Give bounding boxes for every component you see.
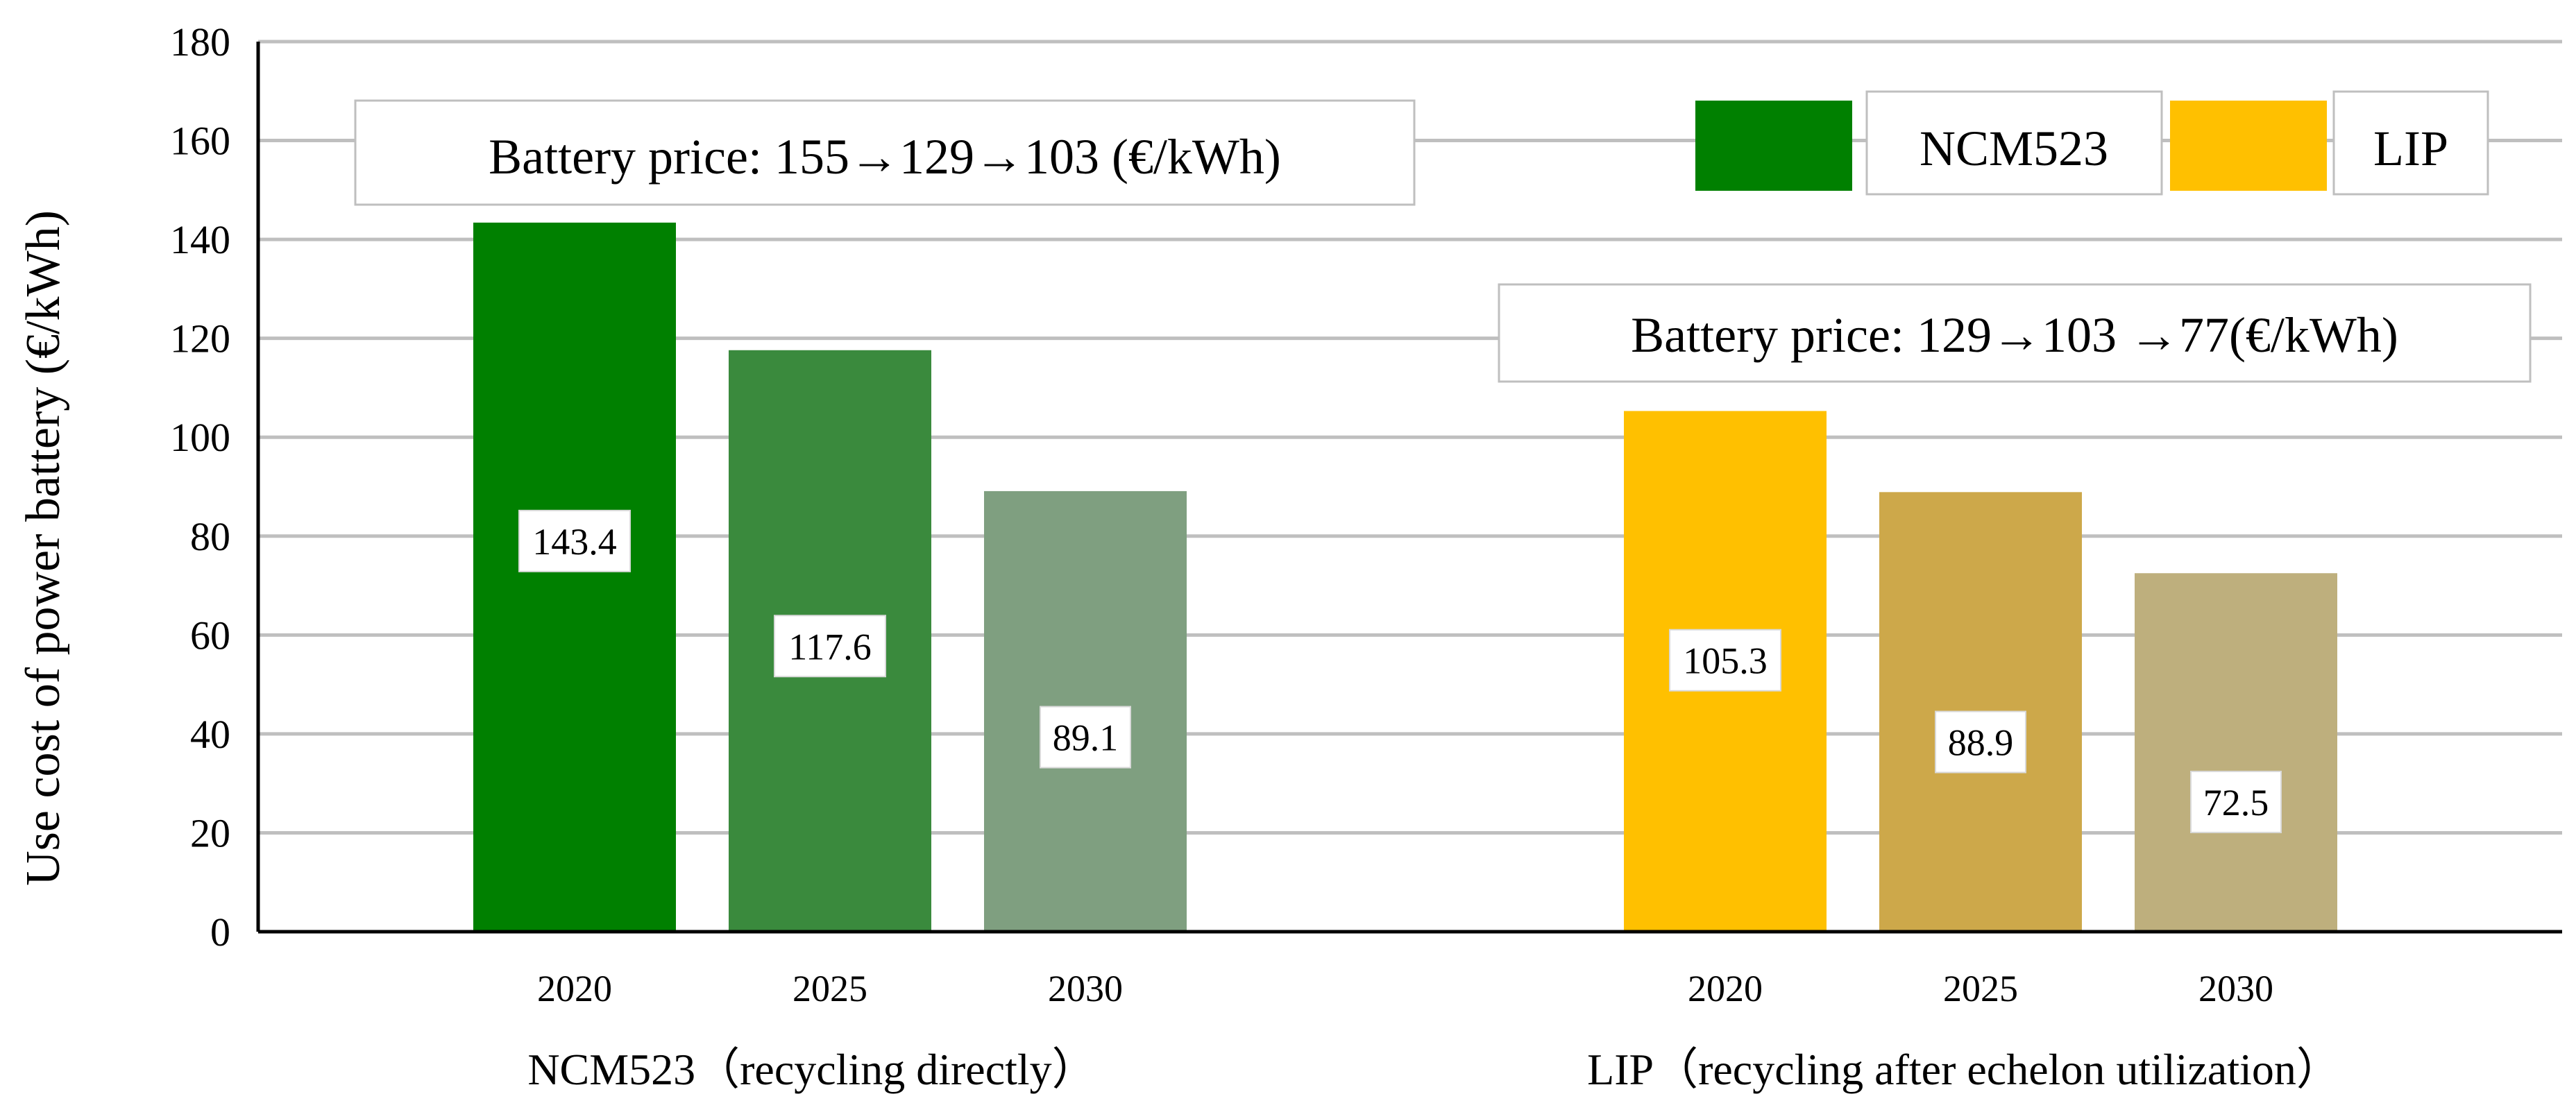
- x-tick-label: 2020: [1688, 968, 1763, 1009]
- data-label: 143.4: [532, 521, 617, 563]
- group-label-ncm523: NCM523（recycling directly）: [527, 1045, 1096, 1094]
- annotation-box: [1498, 283, 2532, 383]
- data-label-box: [2190, 770, 2282, 833]
- annotation-box: [354, 99, 1416, 206]
- legend-label-box: [2332, 90, 2489, 196]
- legend-label-box: [1865, 90, 2163, 196]
- y-tick-label: 160: [170, 119, 230, 164]
- y-tick-label: 40: [190, 712, 230, 757]
- y-tick-label: 20: [190, 810, 230, 855]
- x-tick-label: 2025: [1943, 968, 2018, 1009]
- data-labels: 143.4 117.6 89.1 105.3 88.9 72.5: [518, 509, 2282, 833]
- y-tick-label: 100: [170, 415, 230, 460]
- y-tick-label: 140: [170, 217, 230, 262]
- legend-swatch-ncm523: [1695, 101, 1852, 191]
- data-label: 88.9: [1948, 722, 2014, 764]
- y-axis-title: Use cost of power battery (€/kWh): [17, 210, 70, 886]
- y-tick-label: 120: [170, 316, 230, 361]
- data-label-box: [1935, 710, 2026, 774]
- data-label-box: [518, 509, 631, 572]
- y-tick-label: 80: [190, 514, 230, 559]
- x-tick-label: 2030: [1048, 968, 1123, 1009]
- data-label-box: [1669, 629, 1781, 692]
- data-label-box: [774, 615, 886, 678]
- legend-label-lip: LIP: [2373, 121, 2448, 176]
- data-label: 117.6: [788, 626, 872, 667]
- annotation-text: Battery price: 155→129→103 (€/kWh): [489, 129, 1281, 185]
- annotation-lip: Battery price: 129→103 →77(€/kWh): [1498, 283, 2532, 383]
- data-label: 72.5: [2203, 782, 2269, 823]
- data-label: 89.1: [1053, 717, 1119, 759]
- annotation-ncm523: Battery price: 155→129→103 (€/kWh): [354, 99, 1416, 206]
- y-tick-label: 60: [190, 613, 230, 658]
- group-labels: NCM523（recycling directly） LIP（recycling…: [527, 1045, 2341, 1094]
- y-tick-labels: 0 20 40 60 80 100 120 140 160 180: [170, 19, 230, 955]
- group-label-lip: LIP（recycling after echelon utilization）: [1587, 1045, 2341, 1094]
- legend-swatch-lip: [2170, 101, 2327, 191]
- x-tick-label: 2030: [2198, 968, 2273, 1009]
- x-tick-labels: 2020 2025 2030 2020 2025 2030: [537, 968, 2273, 1009]
- legend: NCM523 LIP: [1695, 90, 2489, 196]
- y-tick-label: 180: [170, 19, 230, 65]
- legend-label-ncm523: NCM523: [1920, 121, 2108, 176]
- data-label-box: [1040, 706, 1131, 769]
- annotation-text: Battery price: 129→103 →77(€/kWh): [1631, 307, 2398, 363]
- bar-ncm523-2020: [473, 222, 676, 932]
- x-tick-label: 2020: [537, 968, 612, 1009]
- axes: [256, 42, 2562, 934]
- x-tick-label: 2025: [793, 968, 867, 1009]
- bar-lip-2030: [2135, 573, 2337, 932]
- y-tick-label: 0: [210, 910, 230, 955]
- data-label: 105.3: [1683, 640, 1768, 682]
